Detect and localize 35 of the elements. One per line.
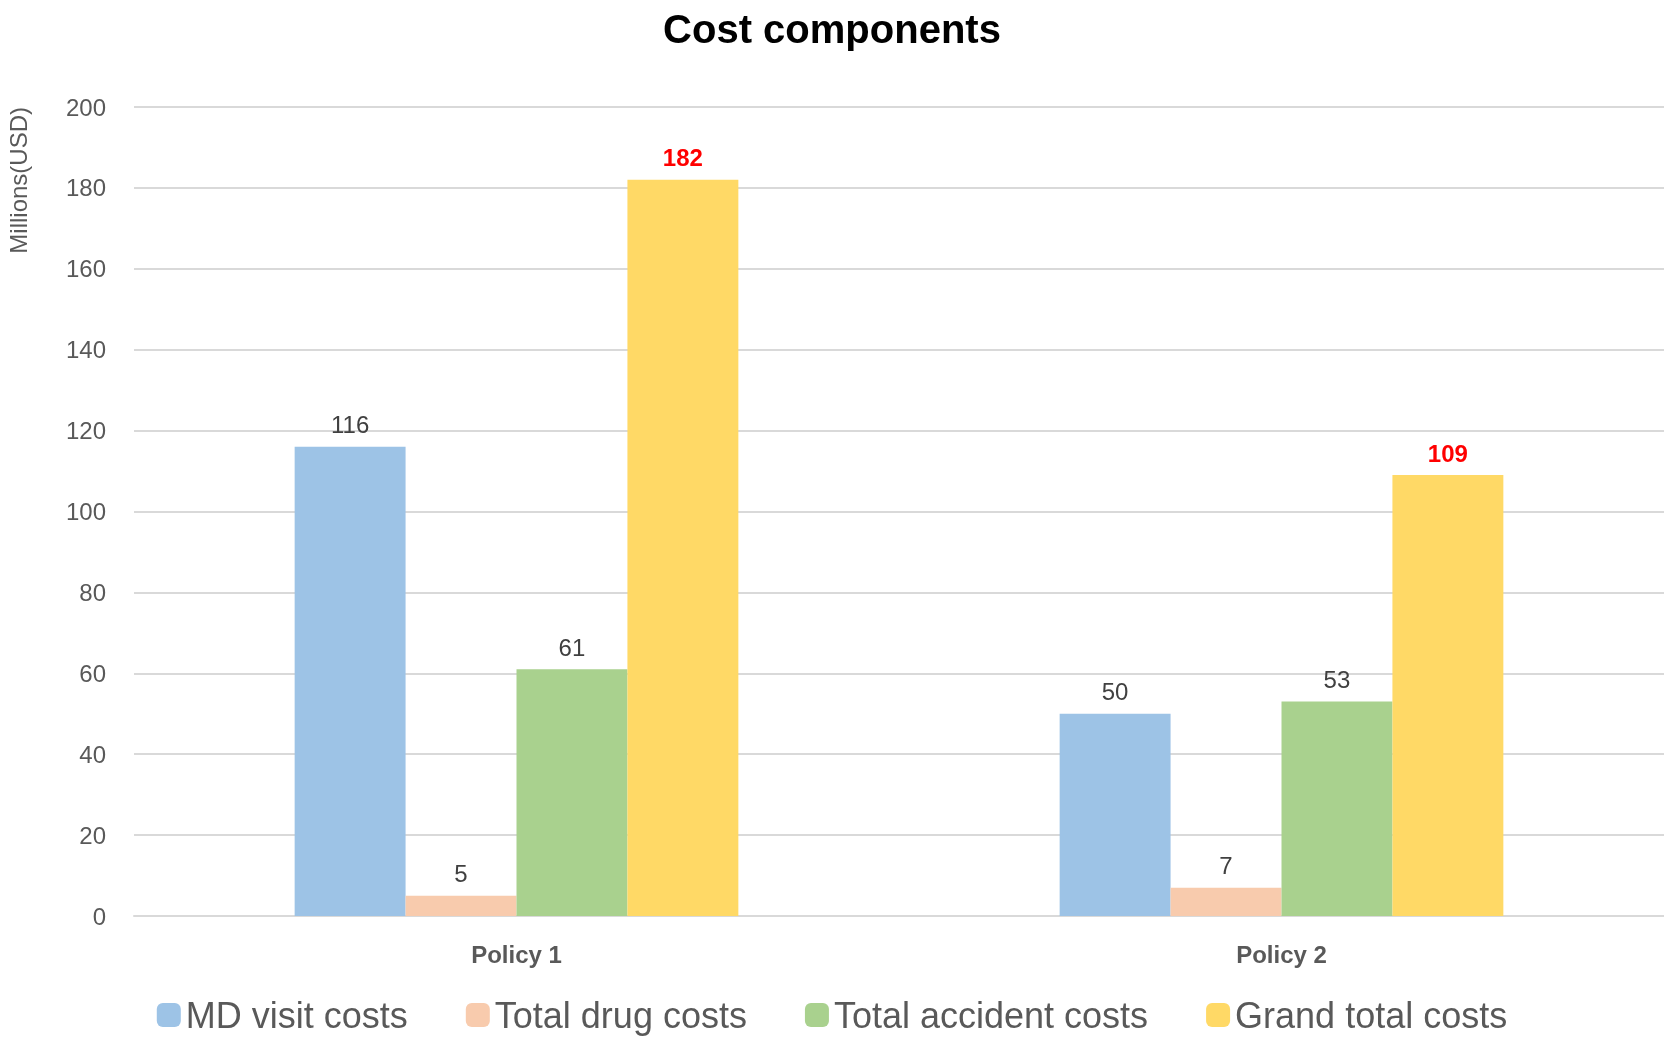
x-tick-label: Policy 2 — [1236, 940, 1327, 968]
data-label: 53 — [1323, 666, 1351, 694]
y-tick-label: 60 — [79, 659, 106, 687]
bar — [627, 179, 739, 916]
legend-label: Grand total costs — [1235, 994, 1508, 1036]
y-tick-label: 20 — [79, 821, 106, 849]
y-tick-label: 180 — [65, 174, 106, 202]
legend-label: Total accident costs — [833, 994, 1149, 1036]
x-tick-label: Policy 1 — [471, 940, 562, 968]
data-label: 7 — [1219, 852, 1233, 880]
bar — [1281, 701, 1393, 916]
y-tick-label: 200 — [65, 93, 106, 121]
y-tick-label: 40 — [79, 740, 106, 768]
chart-title: Cost components — [663, 7, 1001, 51]
data-label: 109 — [1427, 439, 1468, 467]
bar — [516, 669, 628, 916]
bar — [405, 895, 517, 916]
y-tick-label: 140 — [65, 336, 106, 364]
data-label: 116 — [330, 411, 370, 439]
bar — [1059, 713, 1171, 916]
y-tick-label: 120 — [65, 417, 106, 445]
data-label: 182 — [662, 144, 703, 172]
y-tick-label: 160 — [65, 255, 106, 283]
y-tick-label: 100 — [65, 498, 106, 525]
y-tick-label: 80 — [79, 578, 106, 606]
y-tick-label: 0 — [92, 902, 106, 930]
data-label: 61 — [558, 633, 586, 661]
data-label: 50 — [1101, 678, 1129, 706]
data-label: 5 — [454, 860, 468, 888]
y-axis-title: Millions(USD) — [4, 107, 32, 254]
bar — [294, 446, 406, 916]
legend-label: Total drug costs — [494, 994, 747, 1036]
bar — [1392, 475, 1504, 916]
bar — [1170, 887, 1282, 916]
legend-label: MD visit costs — [185, 994, 408, 1036]
